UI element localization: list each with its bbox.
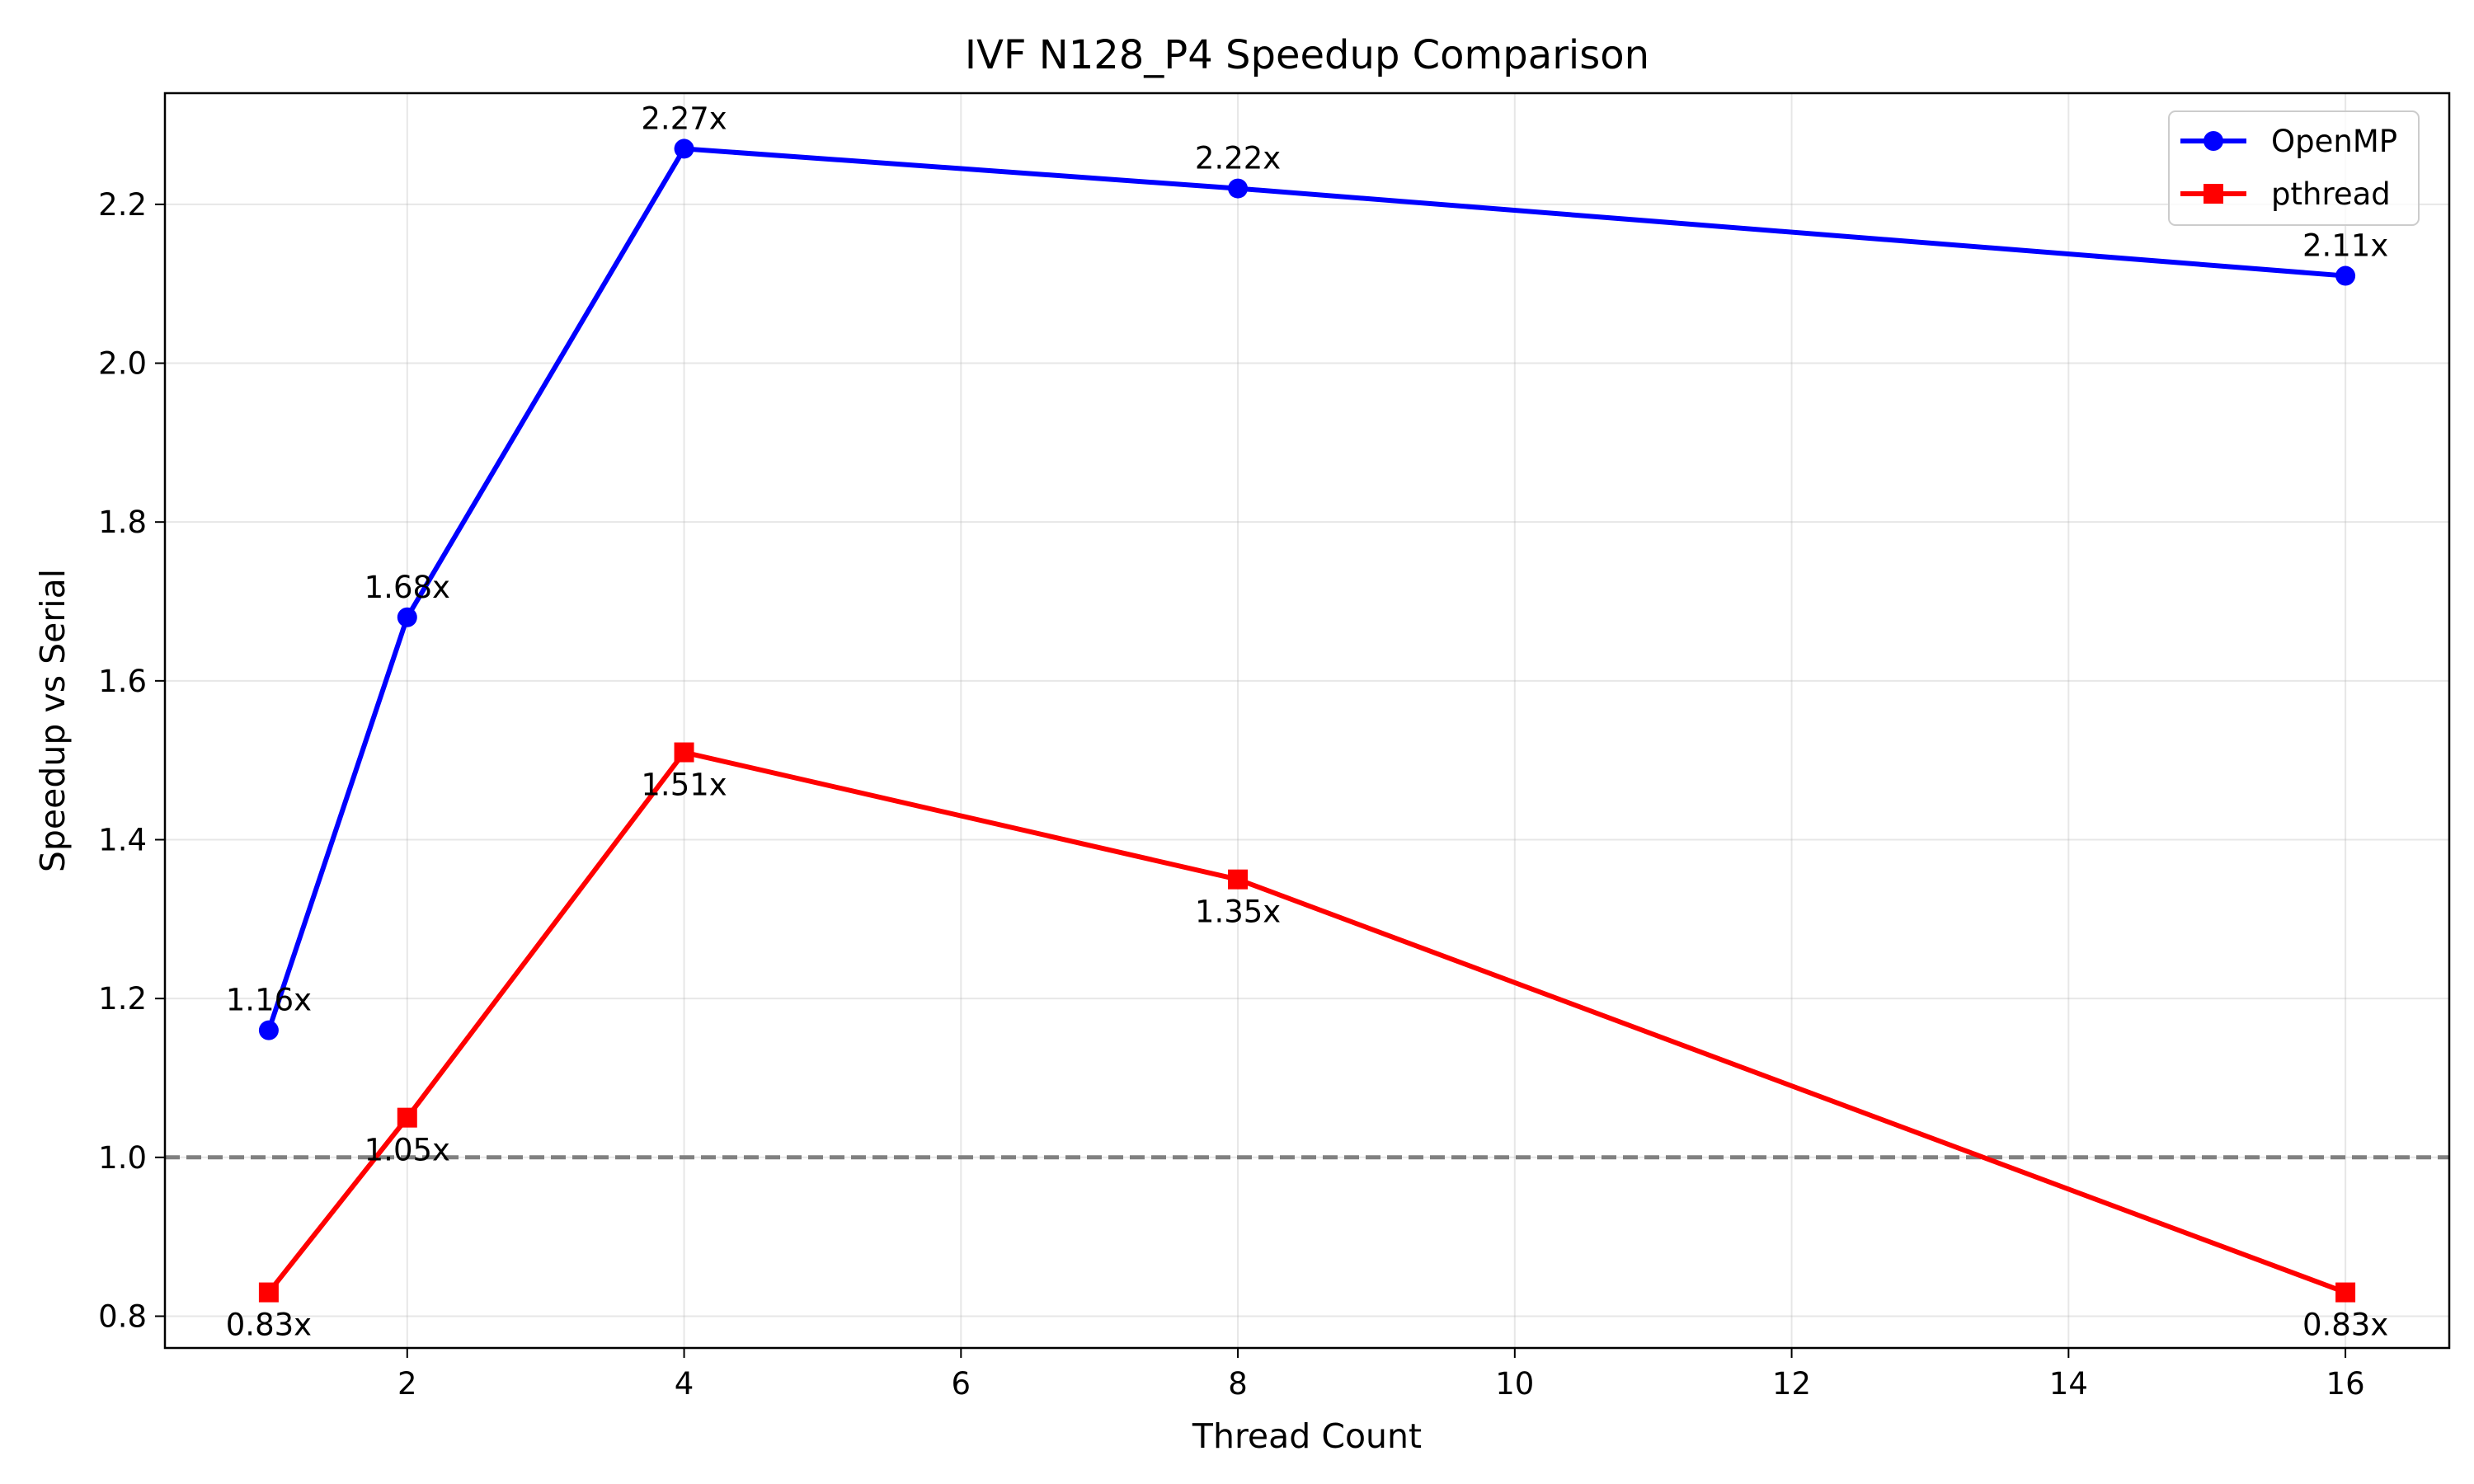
- data-point-openmp: [2335, 265, 2356, 286]
- data-labels: 1.16x 1.68x 2.27x 2.22x 2.11x 0.83x 1.05x 1.51x…: [226, 101, 2388, 1342]
- y-tick-label: 2.2: [98, 187, 147, 223]
- data-point-pthread: [1228, 869, 1249, 890]
- data-label-pthread: 0.83x: [2302, 1308, 2388, 1343]
- data-point-pthread: [397, 1107, 417, 1128]
- legend-label-pthread: pthread: [2271, 176, 2391, 212]
- x-tick-label: 12: [1772, 1366, 1811, 1402]
- grid-lines: [165, 93, 2449, 1348]
- data-label-openmp: 2.27x: [641, 101, 727, 136]
- x-tick-label: 6: [952, 1366, 971, 1402]
- data-point-openmp: [1228, 178, 1249, 199]
- chart-legend: OpenMP pthread: [2168, 110, 2420, 226]
- x-tick-label: 8: [1228, 1366, 1248, 1402]
- legend-marker-openmp: [2204, 131, 2223, 151]
- data-label-openmp: 1.68x: [365, 570, 450, 605]
- x-axis-title: Thread Count: [1192, 1416, 1422, 1456]
- y-tick-label: 0.8: [98, 1298, 147, 1334]
- legend-marker-pthread: [2204, 184, 2223, 204]
- data-label-pthread: 1.05x: [365, 1133, 450, 1168]
- data-label-pthread: 1.35x: [1195, 895, 1281, 930]
- data-label-openmp: 1.16x: [226, 983, 312, 1018]
- data-label-openmp: 2.11x: [2302, 228, 2388, 264]
- x-tick-label: 16: [2326, 1366, 2365, 1402]
- axis-ticks: 2 4 6 8 10 12 14 16 0.8 1.0 1.2 1.4 1.6 1.8 2.0 2.2: [98, 187, 2364, 1402]
- y-tick-label: 1.4: [98, 822, 147, 857]
- data-point-pthread: [2335, 1282, 2356, 1303]
- data-point-pthread: [258, 1282, 279, 1303]
- y-tick-label: 1.8: [98, 505, 147, 540]
- y-tick-label: 1.0: [98, 1140, 147, 1176]
- data-point-openmp: [258, 1020, 279, 1040]
- y-tick-label: 2.0: [98, 346, 147, 382]
- y-tick-label: 1.2: [98, 981, 147, 1017]
- series-lines: [258, 139, 2356, 1303]
- y-axis-title: Speedup vs Serial: [33, 569, 73, 872]
- y-tick-label: 1.6: [98, 664, 147, 699]
- legend-items: OpenMP pthread: [2180, 124, 2397, 212]
- data-point-openmp: [397, 607, 417, 627]
- x-tick-label: 4: [675, 1366, 694, 1402]
- data-label-pthread: 1.51x: [641, 768, 727, 803]
- data-point-openmp: [674, 139, 694, 159]
- data-label-openmp: 2.22x: [1195, 141, 1281, 176]
- data-point-pthread: [674, 742, 694, 763]
- plot-area-frame: [163, 92, 2451, 1350]
- x-tick-label: 2: [397, 1366, 417, 1402]
- chart-title: IVF N128_P4 Speedup Comparison: [965, 32, 1649, 78]
- x-tick-label: 10: [1495, 1366, 1534, 1402]
- x-tick-label: 14: [2049, 1366, 2088, 1402]
- legend-label-openmp: OpenMP: [2271, 124, 2397, 159]
- data-label-pthread: 0.83x: [226, 1308, 312, 1343]
